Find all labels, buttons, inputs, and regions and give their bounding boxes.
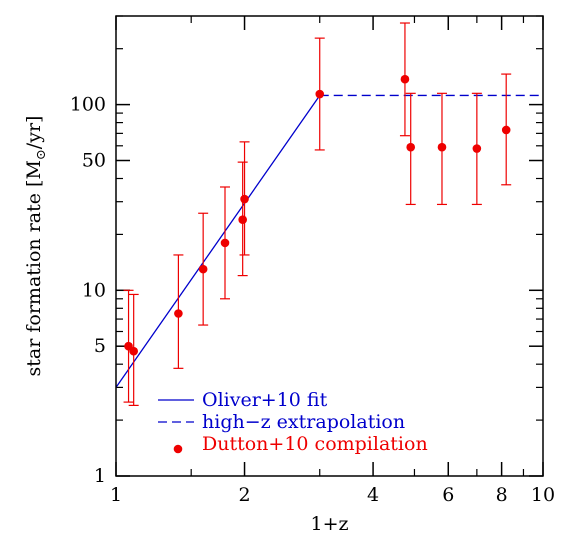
x-tick-label: 8 (496, 484, 508, 506)
plot-frame (115, 15, 544, 477)
legend-label: Dutton+10 compilation (202, 433, 428, 455)
data-point-group (123, 289, 134, 403)
data-point (501, 125, 511, 135)
data-point-group (128, 293, 139, 406)
data-point-group (399, 22, 410, 137)
y-axis-label-suffix: /yr] (23, 116, 45, 150)
y-axis-label: star formation rate [M⊙/yr] (23, 116, 49, 377)
y-tick-label: 100 (70, 94, 106, 116)
data-point-group (501, 73, 512, 186)
y-axis-label-sun-symbol: ⊙ (34, 149, 49, 160)
data-point-group (220, 186, 231, 300)
legend-dot-swatch (173, 444, 183, 454)
legend-label: Oliver+10 fit (202, 389, 328, 411)
data-point (238, 215, 247, 224)
data-point-group (314, 37, 325, 151)
fit-lines (115, 94, 543, 388)
x-tick-label: 2 (238, 484, 250, 506)
data-point (437, 142, 447, 152)
y-tick-label: 5 (94, 335, 106, 357)
x-tick-label: 1 (110, 484, 122, 506)
x-tick-label: 4 (367, 484, 379, 506)
data-point (240, 194, 249, 204)
major-ticks (115, 16, 544, 477)
data-point-group (471, 92, 482, 206)
y-axis-label-prefix: star formation rate [M (23, 160, 45, 376)
fit-line (115, 95, 321, 388)
y-tick-label: 10 (82, 279, 106, 301)
data-point (174, 309, 183, 318)
x-tick-labels: 1 2 4 6 8 10 (110, 484, 555, 506)
x-tick-label: 6 (442, 484, 454, 506)
data-point (406, 142, 416, 152)
data-point (472, 144, 482, 153)
y-tick-labels: 1 5 10 50 100 (70, 94, 106, 487)
y-tick-label: 1 (94, 465, 106, 487)
x-axis-label: 1+z (310, 513, 348, 535)
x-tick-label: 10 (531, 484, 555, 506)
y-tick-label: 50 (82, 150, 106, 172)
data-point-group (198, 212, 209, 326)
data-point (129, 346, 138, 356)
data-point (220, 238, 230, 248)
data-point (400, 74, 410, 84)
data-point-group (239, 141, 250, 256)
data-point-group (436, 92, 447, 206)
data-point-group (237, 161, 248, 277)
data-points (123, 22, 512, 406)
data-point (198, 264, 208, 274)
data-point-group (173, 254, 184, 369)
minor-ticks (116, 15, 543, 476)
data-point (315, 89, 325, 99)
legend-label: high−z extrapolation (202, 411, 405, 433)
data-point-group (405, 92, 416, 206)
